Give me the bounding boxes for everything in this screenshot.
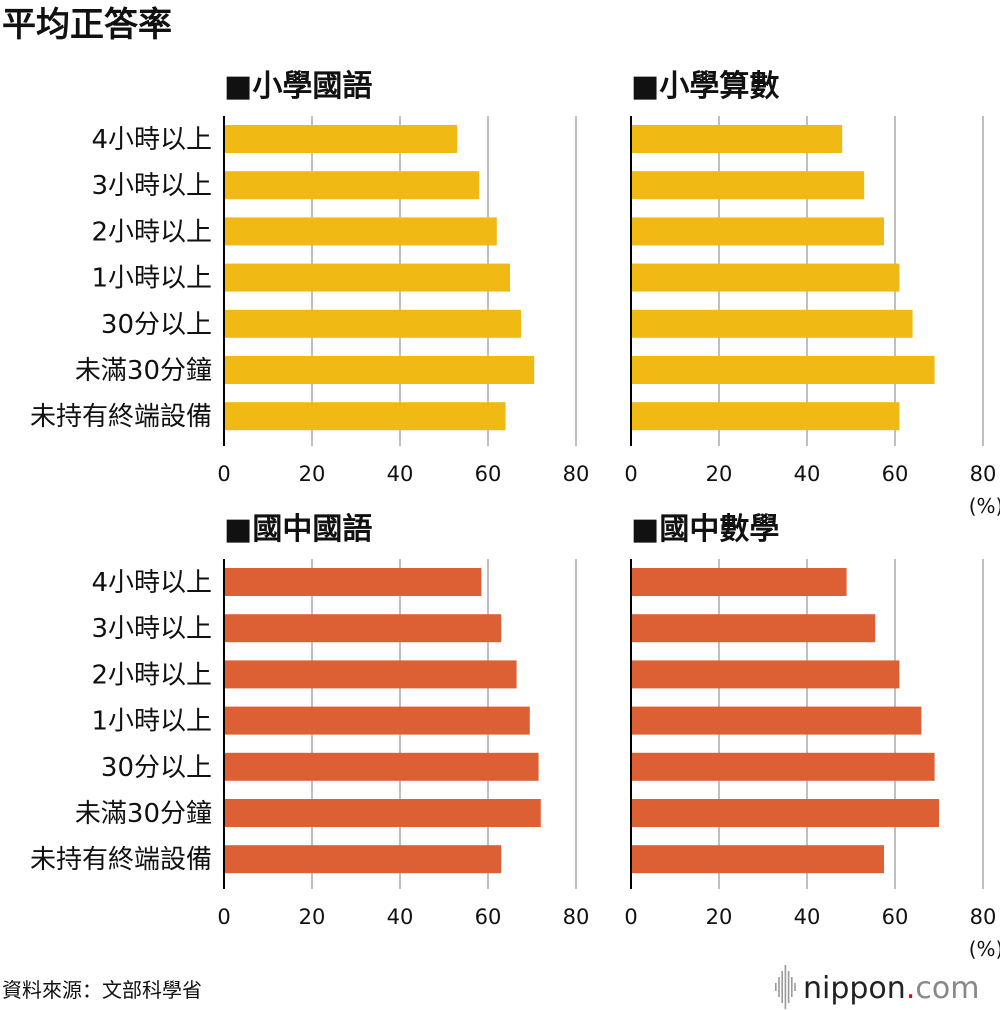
category-label: 4小時以上 <box>91 568 212 598</box>
logo-mark-line <box>791 977 793 997</box>
logo-mark-line <box>787 971 790 1003</box>
x-tick-label: 80 <box>970 462 997 486</box>
bar-7 <box>631 402 900 431</box>
x-tick-label: 20 <box>706 905 733 929</box>
bar-7 <box>224 402 506 431</box>
x-tick-label: 80 <box>970 905 997 929</box>
category-label: 2小時以上 <box>91 660 212 690</box>
bar-7 <box>224 845 502 874</box>
bar-6 <box>631 799 939 827</box>
category-label: 1小時以上 <box>91 707 212 737</box>
brand-suffix: com <box>915 971 979 1006</box>
bar-6 <box>631 356 935 384</box>
panel-title: ■國中國語 <box>224 512 372 547</box>
category-label: 未滿30分鐘 <box>75 356 212 386</box>
chart-panel-2: ■小學算數 0 20 40 60 80 (%) <box>624 69 1000 518</box>
logo-mark-line <box>775 983 777 991</box>
chart-panel-1: ■小學國語 4小時以上 3小時以上 2小時以上 1小時以上 30分以上未滿30分鐘未持有終… <box>30 69 589 486</box>
chart-title: 平均正答率 <box>2 5 172 45</box>
bar-4 <box>224 706 530 735</box>
brand-name: nippon <box>803 971 906 1006</box>
bar-6 <box>224 356 535 384</box>
bar-7 <box>631 845 884 874</box>
x-tick-label: 40 <box>387 462 414 486</box>
panel-title: ■國中數學 <box>631 512 779 547</box>
category-label: 未持有終端設備 <box>30 402 212 432</box>
x-tick-label: 0 <box>624 905 637 929</box>
bar-2 <box>224 614 502 643</box>
unit-label: (%) <box>969 937 1000 961</box>
panel-title: ■小學國語 <box>224 69 372 104</box>
category-label: 未持有終端設備 <box>30 845 212 875</box>
x-tick-label: 60 <box>882 462 909 486</box>
bar-3 <box>631 660 900 689</box>
logo-mark-line <box>784 965 787 1009</box>
bar-4 <box>224 263 510 292</box>
bar-5 <box>224 752 539 781</box>
x-tick-label: 60 <box>475 462 502 486</box>
chart-panel-4: ■國中數學 0 20 40 60 80 (%) <box>624 512 1000 961</box>
bar-3 <box>631 217 884 246</box>
brand-dot: . <box>906 971 916 1006</box>
category-label: 3小時以上 <box>91 171 212 201</box>
x-tick-label: 0 <box>624 462 637 486</box>
bar-5 <box>631 309 913 338</box>
x-tick-label: 40 <box>387 905 414 929</box>
category-label: 30分以上 <box>101 753 212 783</box>
x-tick-label: 40 <box>794 462 821 486</box>
bar-2 <box>631 171 865 200</box>
brand-logo: nippon.com <box>775 965 979 1009</box>
bar-1 <box>631 125 843 153</box>
x-tick-label: 20 <box>706 462 733 486</box>
bar-3 <box>224 660 517 689</box>
category-label: 30分以上 <box>101 310 212 340</box>
category-label: 1小時以上 <box>91 264 212 294</box>
bar-6 <box>224 799 541 827</box>
bar-4 <box>631 263 900 292</box>
x-tick-label: 40 <box>794 905 821 929</box>
x-tick-label: 20 <box>299 905 326 929</box>
x-tick-label: 60 <box>882 905 909 929</box>
bar-4 <box>631 706 922 735</box>
chart-panel-3: ■國中國語 4小時以上 3小時以上 2小時以上 1小時以上 30分以上未滿30分鐘未持有終… <box>30 512 589 929</box>
panel-title: ■小學算數 <box>631 69 779 104</box>
bar-5 <box>224 309 521 338</box>
category-label: 3小時以上 <box>91 614 212 644</box>
x-tick-label: 0 <box>217 905 230 929</box>
bar-2 <box>631 614 876 643</box>
brand-wordmark: nippon.com <box>803 971 979 1006</box>
x-tick-label: 0 <box>217 462 230 486</box>
category-label: 未滿30分鐘 <box>75 799 212 829</box>
bar-1 <box>224 125 458 153</box>
bar-5 <box>631 752 935 781</box>
bar-1 <box>631 568 847 596</box>
x-tick-label: 80 <box>563 905 590 929</box>
x-tick-label: 60 <box>475 905 502 929</box>
unit-label: (%) <box>969 494 1000 518</box>
x-tick-label: 80 <box>563 462 590 486</box>
bar-3 <box>224 217 497 246</box>
logo-mark-line <box>778 977 780 997</box>
bar-2 <box>224 171 480 200</box>
logo-mark-line <box>794 983 796 991</box>
x-tick-label: 20 <box>299 462 326 486</box>
source-note: 資料來源：文部科學省 <box>2 978 202 1002</box>
category-label: 2小時以上 <box>91 217 212 247</box>
category-label: 4小時以上 <box>91 125 212 155</box>
logo-mark-line <box>781 971 783 1003</box>
bar-1 <box>224 568 482 596</box>
chart-panels: ■小學國語4小時以上3小時以上2小時以上1小時以上30分以上未滿30分鐘未持有終… <box>30 69 1000 961</box>
